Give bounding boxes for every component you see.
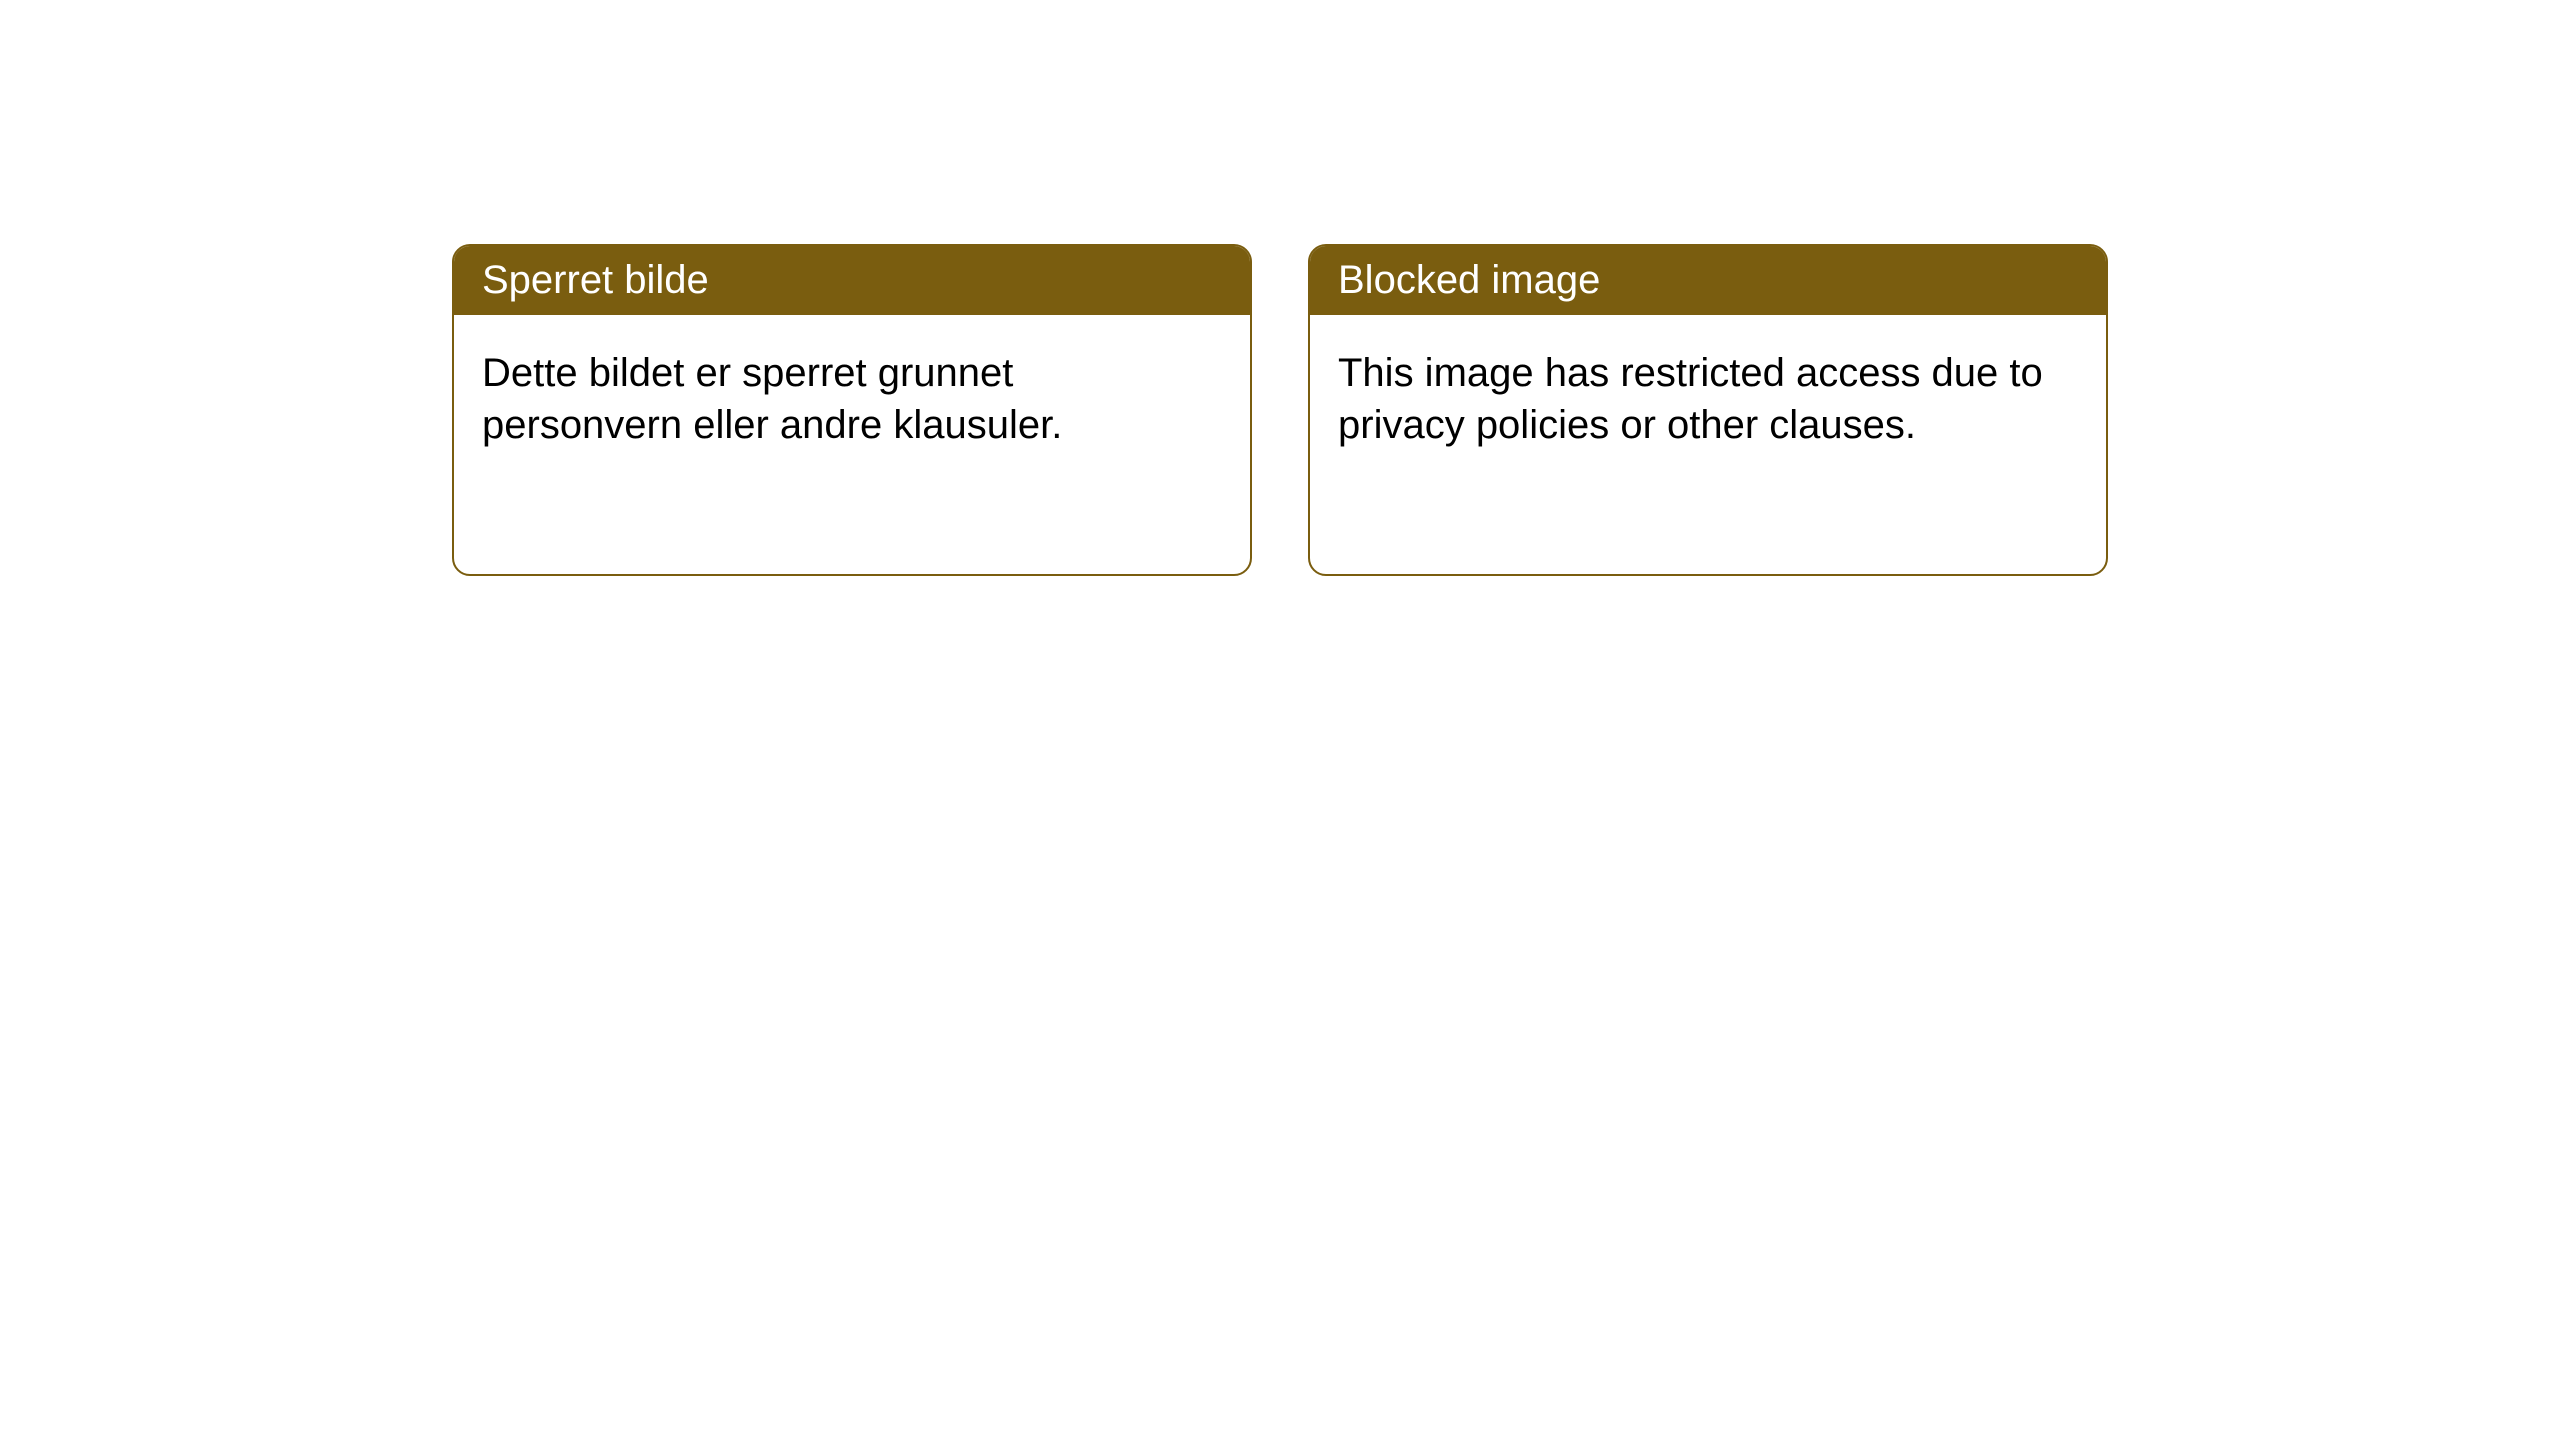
notice-title: Blocked image bbox=[1338, 258, 1600, 302]
notice-card-english: Blocked image This image has restricted … bbox=[1308, 244, 2108, 576]
notice-card-norwegian: Sperret bilde Dette bildet er sperret gr… bbox=[452, 244, 1252, 576]
notice-body: Dette bildet er sperret grunnet personve… bbox=[454, 315, 1250, 483]
notice-body: This image has restricted access due to … bbox=[1310, 315, 2106, 483]
notice-text: Dette bildet er sperret grunnet personve… bbox=[482, 351, 1062, 447]
notice-header: Blocked image bbox=[1310, 246, 2106, 315]
notice-header: Sperret bilde bbox=[454, 246, 1250, 315]
notice-title: Sperret bilde bbox=[482, 258, 709, 302]
notice-container: Sperret bilde Dette bildet er sperret gr… bbox=[452, 244, 2108, 1440]
notice-text: This image has restricted access due to … bbox=[1338, 351, 2043, 447]
